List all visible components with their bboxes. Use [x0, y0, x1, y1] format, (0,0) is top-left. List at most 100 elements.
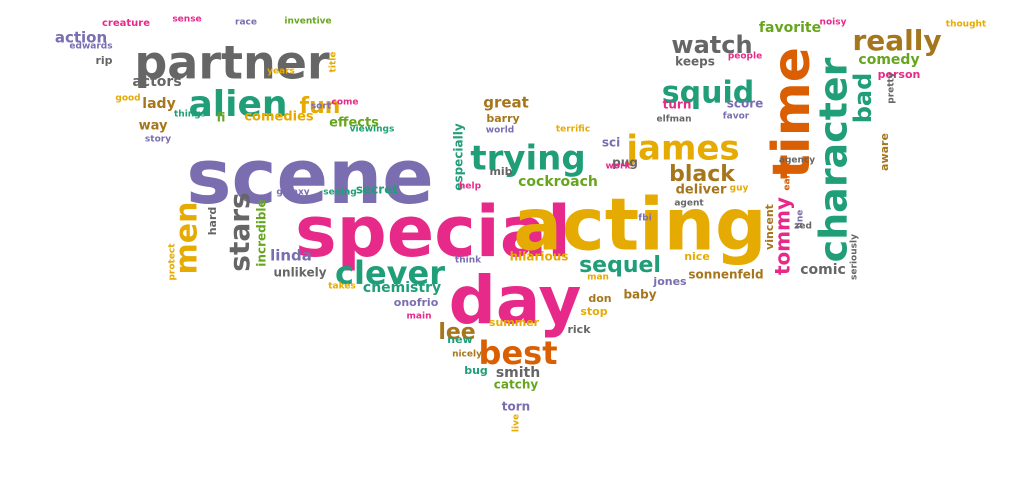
word-things: things — [174, 110, 206, 120]
word-comedy: comedy — [858, 52, 919, 68]
word-barry: barry — [486, 112, 519, 125]
word-deliver: deliver — [676, 183, 727, 198]
word-years: years — [267, 67, 295, 77]
word-sonnenfeld: sonnenfeld — [688, 268, 763, 282]
word-nicely: nicely — [452, 350, 482, 360]
word-takes: takes — [328, 282, 356, 292]
word-pretty: pretty — [887, 72, 897, 104]
word-elfman: elfman — [657, 115, 692, 125]
word-title: title — [329, 52, 339, 73]
word-mib: mib — [489, 165, 512, 178]
word-zed: zed — [794, 222, 812, 232]
word-race: race — [235, 18, 257, 28]
word-sense: sense — [172, 15, 201, 25]
word-rick: rick — [567, 323, 591, 336]
word-actors: actors — [132, 74, 181, 90]
word-new: new — [447, 333, 472, 346]
word-line: line — [796, 210, 806, 229]
word-agent: agent — [674, 199, 704, 209]
word-tommy: tommy — [771, 197, 795, 275]
word-keeps: keeps — [675, 55, 715, 69]
word-baby: baby — [623, 288, 656, 302]
word-lady: lady — [142, 96, 175, 112]
word-great: great — [483, 94, 529, 112]
word-fun: fun — [300, 94, 341, 119]
word-stop: stop — [580, 305, 607, 318]
word-aware: aware — [878, 133, 891, 171]
word-clever: clever — [335, 254, 445, 292]
word-fi: fi — [217, 111, 226, 125]
word-rip: rip — [95, 54, 112, 67]
word-sci: sci — [602, 136, 620, 150]
word-secret: secret — [356, 183, 398, 197]
word-seriously: seriously — [850, 234, 860, 280]
word-vincent: vincent — [763, 204, 776, 250]
word-hard: hard — [206, 207, 219, 236]
word-good: good — [115, 94, 140, 104]
word-fbi: fbi — [638, 214, 651, 224]
word-comic: comic — [800, 262, 846, 278]
word-score: score — [727, 97, 764, 111]
word-favorite: favorite — [759, 20, 821, 36]
word-effects: effects — [329, 116, 379, 131]
word-jones: jones — [652, 275, 687, 288]
word-main: main — [407, 312, 432, 322]
word-favor: favor — [723, 112, 750, 122]
word-pug: pug — [612, 156, 638, 170]
word-really: really — [852, 24, 941, 57]
word-action: action — [55, 29, 107, 47]
word-incredible: incredible — [255, 199, 269, 266]
word-come: come — [332, 98, 359, 108]
word-galaxy: galaxy — [276, 188, 309, 198]
word-onofrio: onofrio — [394, 296, 439, 309]
word-alien: alien — [188, 84, 287, 125]
word-people: people — [728, 52, 762, 62]
word-don: don — [588, 292, 611, 305]
word-help: help — [459, 182, 482, 192]
word-black: black — [669, 162, 736, 187]
word-partner: partner — [134, 36, 330, 90]
word-nice: nice — [684, 250, 710, 263]
word-terrific: terrific — [556, 125, 590, 135]
word-torn: torn — [502, 400, 530, 414]
word-work: work — [606, 162, 632, 172]
word-scene: scene — [186, 132, 433, 221]
word-guy: guy — [730, 184, 749, 194]
word-men: men — [170, 202, 205, 275]
word-james: james — [624, 129, 739, 169]
word-man: man — [587, 273, 609, 283]
word-earth: earth — [783, 163, 793, 190]
word-protect: protect — [168, 243, 178, 281]
word-world: world — [486, 126, 514, 136]
word-lee: lee — [438, 320, 475, 345]
word-best: best — [479, 334, 558, 372]
word-live: live — [512, 414, 522, 432]
word-hilarious: hilarious — [510, 250, 569, 264]
word-sequel: sequel — [579, 253, 661, 278]
word-comedies: comedies — [244, 110, 314, 125]
word-squid: squid — [662, 76, 754, 111]
word-watch: watch — [671, 31, 752, 59]
word-noisy: noisy — [820, 18, 847, 28]
word-cockroach: cockroach — [518, 174, 598, 190]
word-character: character — [812, 57, 856, 262]
word-person: person — [878, 68, 921, 81]
word-inventive: inventive — [284, 17, 331, 27]
word-seeing: seeing — [323, 188, 357, 198]
word-linda: linda — [270, 247, 312, 265]
word-time: time — [762, 47, 822, 179]
word-agency: agency — [779, 156, 815, 166]
word-acting: acting — [513, 183, 766, 267]
word-especially: especially — [452, 123, 466, 191]
word-special: special — [295, 191, 571, 273]
word-catchy: catchy — [494, 378, 539, 392]
word-thought: thought — [946, 20, 987, 30]
word-story: story — [145, 135, 171, 145]
word-chemistry: chemistry — [363, 280, 441, 296]
word-way: way — [139, 119, 168, 134]
word-summer: summer — [489, 316, 540, 329]
word-turn: turn — [663, 98, 692, 112]
word-day: day — [449, 262, 582, 339]
word-unlikely: unlikely — [273, 266, 326, 280]
